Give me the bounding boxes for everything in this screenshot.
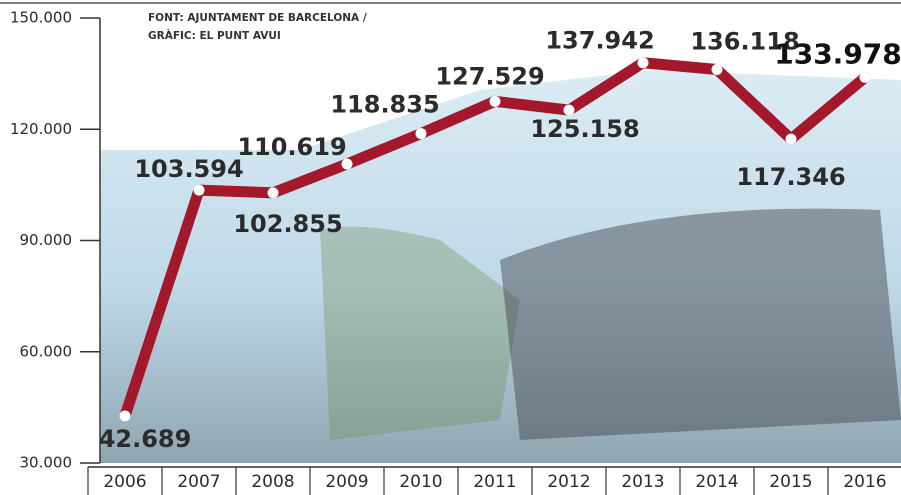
y-tick-label: 60.000 <box>20 342 73 360</box>
x-tick-label: 2006 <box>103 472 146 492</box>
x-tick-label: 2013 <box>621 472 664 492</box>
point <box>860 72 871 83</box>
point <box>786 134 797 145</box>
value-label: 117.346 <box>736 163 845 191</box>
value-label: 102.855 <box>233 210 342 238</box>
point <box>416 128 427 139</box>
x-tick-label: 2014 <box>695 472 738 492</box>
value-label: 125.158 <box>530 115 639 143</box>
x-tick-label: 2011 <box>473 472 516 492</box>
x-tick-label: 2016 <box>843 472 886 492</box>
y-tick-label: 30.000 <box>20 454 73 472</box>
y-tick-label: 90.000 <box>20 231 73 249</box>
y-tick-label: 120.000 <box>10 120 72 138</box>
value-label: 103.594 <box>134 155 243 183</box>
x-tick-label: 2007 <box>177 472 220 492</box>
point <box>712 64 723 75</box>
value-label: 127.529 <box>435 62 544 90</box>
value-label: 118.835 <box>330 91 439 119</box>
value-label: 110.619 <box>237 133 346 161</box>
point <box>638 57 649 68</box>
value-label: 42.689 <box>99 425 192 453</box>
chart: FONT: AJUNTAMENT DE BARCELONA / GRÀFIC: … <box>0 0 901 495</box>
point <box>564 105 575 116</box>
x-tick-label: 2008 <box>251 472 294 492</box>
photo-motorbike <box>500 209 901 440</box>
point <box>194 185 205 196</box>
point <box>120 410 131 421</box>
value-label: 133.978 <box>774 37 901 70</box>
y-tick-label: 150.000 <box>10 9 72 27</box>
x-tick-label: 2015 <box>769 472 812 492</box>
x-tick-label: 2010 <box>399 472 442 492</box>
value-label: 137.942 <box>545 27 654 55</box>
x-tick-label: 2012 <box>547 472 590 492</box>
x-tick-label: 2009 <box>325 472 368 492</box>
point <box>490 96 501 107</box>
source-line: GRÀFIC: EL PUNT AVUI <box>148 29 281 42</box>
point <box>268 187 279 198</box>
source-line: FONT: AJUNTAMENT DE BARCELONA / <box>148 12 367 24</box>
